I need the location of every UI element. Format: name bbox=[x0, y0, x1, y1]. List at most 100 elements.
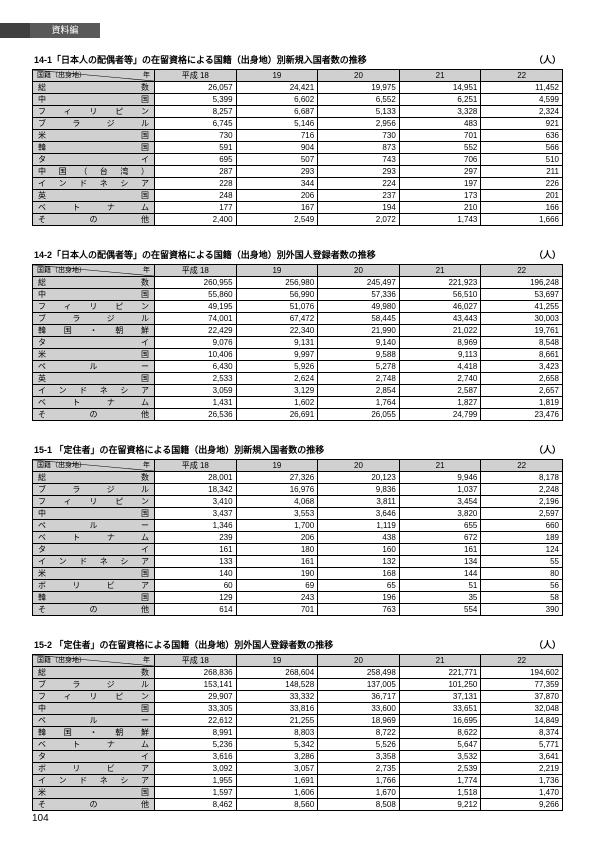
cell-value: 3,616 bbox=[155, 751, 237, 763]
cell-value: 8,622 bbox=[399, 727, 481, 739]
cell-value: 36,717 bbox=[318, 691, 400, 703]
row-label: 総数 bbox=[33, 277, 155, 289]
table-row: フィリピン8,2576,6875,1333,3282,324 bbox=[33, 106, 563, 118]
cell-value: 221,923 bbox=[399, 277, 481, 289]
cell-value: 2,657 bbox=[481, 385, 563, 397]
cell-value: 1,827 bbox=[399, 397, 481, 409]
column-header: 20 bbox=[318, 460, 400, 472]
cell-value: 43,443 bbox=[399, 313, 481, 325]
cell-value: 3,820 bbox=[399, 508, 481, 520]
cell-value: 194,602 bbox=[481, 667, 563, 679]
cell-value: 438 bbox=[318, 532, 400, 544]
cell-value: 660 bbox=[481, 520, 563, 532]
column-header-rowhead: 年国籍（出身地） bbox=[33, 265, 155, 277]
cell-value: 2,549 bbox=[236, 214, 318, 226]
cell-value: 3,092 bbox=[155, 763, 237, 775]
cell-value: 101,250 bbox=[399, 679, 481, 691]
table-row: インドネシア1,9551,6911,7661,7741,736 bbox=[33, 775, 563, 787]
cell-value: 2,956 bbox=[318, 118, 400, 130]
cell-value: 56,990 bbox=[236, 289, 318, 301]
cell-value: 129 bbox=[155, 592, 237, 604]
table-row: 総数26,05724,42119,97514,95111,452 bbox=[33, 82, 563, 94]
cell-value: 26,691 bbox=[236, 409, 318, 421]
cell-value: 21,022 bbox=[399, 325, 481, 337]
page-content: 14-1「日本人の配偶者等」の在留資格による国籍（出身地）別新規入国者数の推移（… bbox=[0, 0, 595, 811]
column-header: 20 bbox=[318, 70, 400, 82]
cell-value: 1,743 bbox=[399, 214, 481, 226]
table-row: その他614701763554390 bbox=[33, 604, 563, 616]
row-label: ベトナム bbox=[33, 397, 155, 409]
row-label: ベトナム bbox=[33, 739, 155, 751]
cell-value: 8,462 bbox=[155, 799, 237, 811]
cell-value: 21,990 bbox=[318, 325, 400, 337]
table-unit: （人） bbox=[534, 248, 561, 261]
cell-value: 210 bbox=[399, 202, 481, 214]
table-row: ブラジル18,34216,9769,8361,0372,248 bbox=[33, 484, 563, 496]
column-header: 22 bbox=[481, 70, 563, 82]
cell-value: 8,374 bbox=[481, 727, 563, 739]
table-row: インドネシア228344224197226 bbox=[33, 178, 563, 190]
diag-year-label: 年 bbox=[143, 655, 150, 666]
column-header: 21 bbox=[399, 460, 481, 472]
cell-value: 5,342 bbox=[236, 739, 318, 751]
table-row: ボリビア6069655156 bbox=[33, 580, 563, 592]
table-row: 英国248206237173201 bbox=[33, 190, 563, 202]
data-table: 年国籍（出身地）平成 1819202122総数268,836268,604258… bbox=[32, 654, 563, 811]
cell-value: 148,528 bbox=[236, 679, 318, 691]
cell-value: 3,553 bbox=[236, 508, 318, 520]
row-label: フィリピン bbox=[33, 106, 155, 118]
cell-value: 35 bbox=[399, 592, 481, 604]
cell-value: 297 bbox=[399, 166, 481, 178]
cell-value: 243 bbox=[236, 592, 318, 604]
table-title-row: 15-1 「定住者」の在留資格による国籍（出身地）別新規入国者数の推移（人） bbox=[32, 443, 563, 456]
column-header-rowhead: 年国籍（出身地） bbox=[33, 655, 155, 667]
cell-value: 3,532 bbox=[399, 751, 481, 763]
cell-value: 9,140 bbox=[318, 337, 400, 349]
cell-value: 33,651 bbox=[399, 703, 481, 715]
cell-value: 23,476 bbox=[481, 409, 563, 421]
cell-value: 9,266 bbox=[481, 799, 563, 811]
table-title-row: 15-2 「定住者」の在留資格による国籍（出身地）別外国人登録者数の推移（人） bbox=[32, 638, 563, 651]
cell-value: 245,497 bbox=[318, 277, 400, 289]
cell-value: 1,764 bbox=[318, 397, 400, 409]
cell-value: 1,736 bbox=[481, 775, 563, 787]
column-header: 19 bbox=[236, 655, 318, 667]
cell-value: 9,113 bbox=[399, 349, 481, 361]
cell-value: 8,560 bbox=[236, 799, 318, 811]
row-label: その他 bbox=[33, 409, 155, 421]
row-label: ペルー bbox=[33, 715, 155, 727]
table-row: タイ161180160161124 bbox=[33, 544, 563, 556]
cell-value: 3,646 bbox=[318, 508, 400, 520]
cell-value: 2,400 bbox=[155, 214, 237, 226]
cell-value: 614 bbox=[155, 604, 237, 616]
cell-value: 168 bbox=[318, 568, 400, 580]
row-label: 中国 bbox=[33, 94, 155, 106]
cell-value: 2,597 bbox=[481, 508, 563, 520]
cell-value: 1,431 bbox=[155, 397, 237, 409]
cell-value: 226 bbox=[481, 178, 563, 190]
cell-value: 873 bbox=[318, 142, 400, 154]
cell-value: 2,854 bbox=[318, 385, 400, 397]
cell-value: 701 bbox=[236, 604, 318, 616]
cell-value: 344 bbox=[236, 178, 318, 190]
row-label: ベトナム bbox=[33, 202, 155, 214]
cell-value: 3,437 bbox=[155, 508, 237, 520]
column-header-rowhead: 年国籍（出身地） bbox=[33, 70, 155, 82]
cell-value: 211 bbox=[481, 166, 563, 178]
row-label: フィリピン bbox=[33, 301, 155, 313]
cell-value: 3,059 bbox=[155, 385, 237, 397]
column-header: 21 bbox=[399, 70, 481, 82]
cell-value: 196,248 bbox=[481, 277, 563, 289]
row-label: ペルー bbox=[33, 361, 155, 373]
row-label: ベトナム bbox=[33, 532, 155, 544]
cell-value: 2,539 bbox=[399, 763, 481, 775]
table-title-row: 14-1「日本人の配偶者等」の在留資格による国籍（出身地）別新規入国者数の推移（… bbox=[32, 53, 563, 66]
cell-value: 37,131 bbox=[399, 691, 481, 703]
row-label: 韓国 bbox=[33, 142, 155, 154]
cell-value: 3,811 bbox=[318, 496, 400, 508]
table-unit: （人） bbox=[534, 638, 561, 651]
cell-value: 4,068 bbox=[236, 496, 318, 508]
table-row: その他2,4002,5492,0721,7431,666 bbox=[33, 214, 563, 226]
row-label: その他 bbox=[33, 214, 155, 226]
cell-value: 3,358 bbox=[318, 751, 400, 763]
